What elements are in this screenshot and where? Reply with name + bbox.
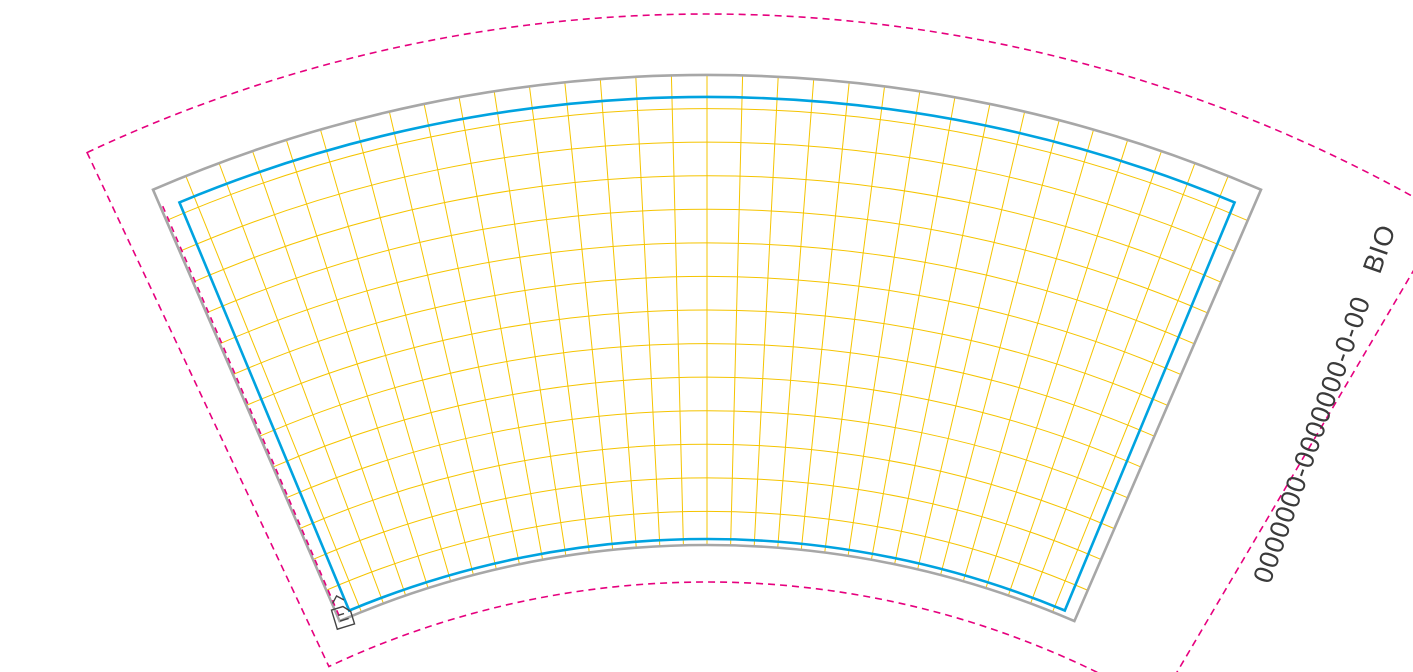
- grid-arc-line: [326, 511, 1088, 591]
- safe-area-outline: [177, 95, 1237, 613]
- product-code: 0000000-0000000-0-00: [1247, 292, 1376, 587]
- recycle-symbol-icon: [330, 595, 356, 631]
- grid-arc-line: [219, 242, 1195, 345]
- grid-arc-line: [246, 309, 1168, 406]
- grid-arc-line: [259, 343, 1155, 437]
- grid-arc-line: [179, 141, 1235, 252]
- grid-arc-line: [312, 477, 1102, 560]
- registration-grid: [166, 75, 1248, 613]
- grid-arc-line: [206, 208, 1208, 314]
- trim-outline: [151, 73, 1263, 623]
- seam-line: [161, 205, 340, 617]
- product-code-label: 0000000-0000000-0-00 BIO: [1247, 220, 1402, 587]
- grid-arc-line: [232, 275, 1182, 376]
- bleed-outline: [86, 13, 1413, 672]
- grid-arc-line: [286, 410, 1128, 499]
- grid-arc-line: [192, 175, 1222, 283]
- material-mark: BIO: [1357, 220, 1402, 277]
- grid-arc-line: [272, 376, 1142, 468]
- grid-arc-line: [166, 108, 1248, 222]
- grid-arc-line: [299, 443, 1115, 530]
